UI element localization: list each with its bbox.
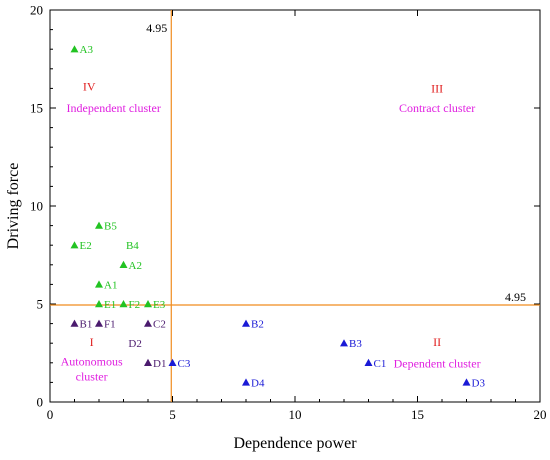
data-point-label: C2 [153,319,166,331]
data-point [462,378,471,386]
x-tick-label: 5 [169,407,176,422]
data-point [144,300,152,308]
data-point-label: C1 [374,358,387,370]
data-point-label: D3 [472,377,486,389]
data-point-label: B3 [349,338,362,350]
data-point [119,300,128,308]
data-point [95,319,103,327]
data-point-label: B1 [80,319,93,331]
plot-area: 0 5 10 15 20 0 5 10 15 20 4.95 4.95 IV Independent cl… [30,3,547,423]
data-point [70,241,79,249]
data-point [144,319,152,327]
data-point [340,339,348,347]
data-point [168,358,177,366]
y-tick-label: 10 [30,199,43,214]
x-tick-label: 20 [534,407,547,422]
data-point-label: E1 [104,299,116,311]
y-tick-label: 0 [37,395,44,410]
data-point [95,300,103,308]
cluster-annotation: Independent cluster [67,101,161,115]
y-tick-label: 15 [30,101,43,116]
data-point-label: E3 [153,299,166,311]
data-point-label: A1 [104,279,117,291]
data-point [144,358,152,366]
cluster-annotation: cluster [76,369,108,383]
data-point-label: E2 [80,240,92,252]
data-point-label: F1 [104,319,116,331]
data-point-label: B4 [126,240,139,252]
x-tick-label: 0 [47,407,54,422]
data-point-label: A2 [129,260,142,272]
data-point [70,45,79,53]
cluster-annotation: Autonomous [61,355,123,369]
x-axis-title: Dependence power [233,435,357,452]
cluster-annotation: Contract cluster [399,101,475,115]
y-axis-title: Driving force [5,163,22,250]
data-point-label: B2 [251,319,264,331]
cluster-annotation: I [90,335,94,349]
data-point [119,260,128,268]
data-point-label: D1 [153,358,166,370]
threshold-x-label: 4.95 [146,21,167,35]
x-tick-label: 10 [289,407,302,422]
y-tick-label: 5 [37,297,44,312]
data-point-label: D2 [128,338,141,350]
threshold-y-label: 4.95 [505,290,526,304]
data-point [95,280,103,288]
data-point [70,319,79,327]
data-point [242,319,250,327]
data-point [95,221,103,229]
cluster-annotation: II [433,335,441,349]
plot-frame [49,9,541,403]
data-point-label: C3 [178,358,191,370]
cluster-annotation: III [431,81,443,95]
y-tick-label: 20 [30,3,43,18]
data-point-label: A3 [80,44,94,56]
data-point [364,358,373,366]
x-tick-label: 15 [411,407,424,422]
cluster-annotation: Dependent cluster [394,357,481,371]
data-point [242,378,250,386]
data-point-label: B5 [104,221,117,233]
cluster-annotation: IV [83,79,96,93]
data-point-label: D4 [251,377,265,389]
data-point-label: F2 [129,299,141,311]
